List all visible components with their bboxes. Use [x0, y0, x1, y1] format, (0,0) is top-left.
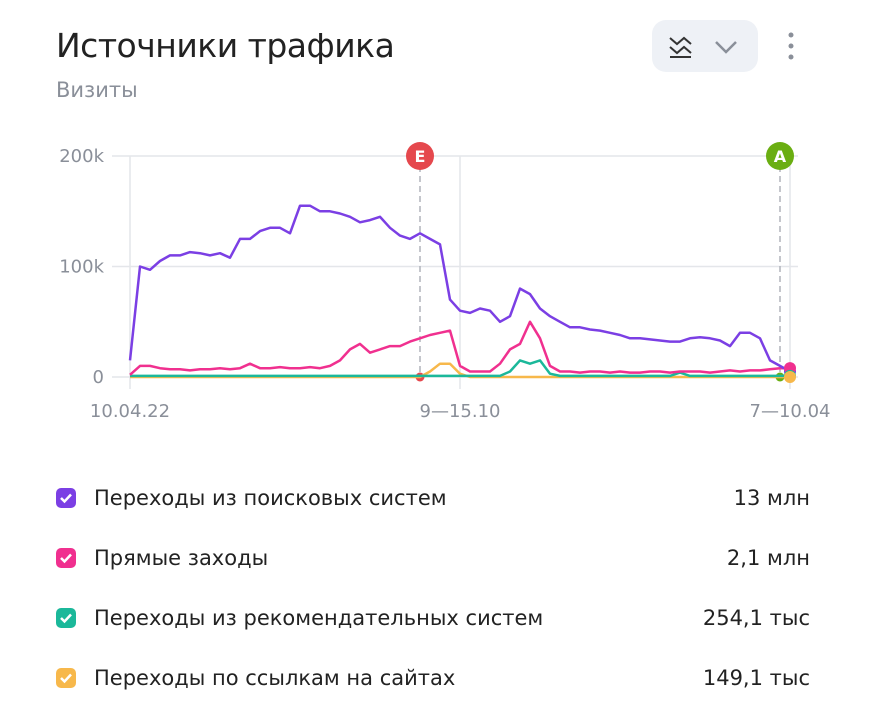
legend-name: Переходы из рекомендательных систем — [94, 606, 544, 630]
series-end-dot — [784, 371, 796, 383]
annotation-label: E — [415, 147, 426, 166]
y-tick-label: 200k — [59, 146, 104, 167]
y-tick-label: 0 — [93, 367, 104, 388]
annotation-marker — [406, 142, 434, 170]
annotation-label: A — [774, 147, 787, 166]
check-icon — [60, 493, 72, 504]
legend-item[interactable]: Прямые заходы 2,1 млн — [56, 528, 810, 588]
legend-item[interactable]: Переходы по ссылкам на сайтах 149,1 тыс — [56, 648, 810, 708]
legend-item[interactable]: Переходы из рекомендательных систем 254,1… — [56, 588, 810, 648]
legend-total: 149,1 тыс — [702, 666, 810, 690]
widget-subtitle: Визиты — [56, 78, 138, 102]
menu-button[interactable] — [786, 32, 796, 62]
x-tick-label: 9—15.10 — [420, 401, 501, 422]
legend-total: 13 млн — [733, 486, 810, 510]
legend-name: Прямые заходы — [94, 546, 269, 570]
legend-total: 2,1 млн — [726, 546, 810, 570]
x-tick-label: 7—10.04 — [750, 401, 831, 422]
button-icons — [669, 36, 737, 58]
y-tick-label: 100k — [59, 257, 104, 278]
chart-type-button[interactable] — [652, 20, 758, 72]
annotation-marker — [766, 142, 794, 170]
legend-checkbox[interactable] — [56, 548, 76, 568]
x-tick-label: 10.04.22 — [90, 401, 170, 422]
legend-checkbox[interactable] — [56, 668, 76, 688]
series-line — [128, 204, 791, 373]
chart: 0 100k 200k 10.04.22 9—15.10 7—10.04 E A — [59, 142, 831, 422]
check-icon — [60, 673, 72, 684]
series-line — [129, 320, 790, 376]
legend-name: Переходы из поисковых систем — [94, 486, 447, 510]
widget-title: Источники трафика — [56, 26, 395, 65]
legend-name: Переходы по ссылкам на сайтах — [94, 666, 456, 690]
legend-checkbox[interactable] — [56, 488, 76, 508]
legend-item[interactable]: Переходы из поисковых систем 13 млн — [56, 468, 810, 528]
check-icon — [60, 553, 72, 564]
legend-checkbox[interactable] — [56, 608, 76, 628]
legend-total: 254,1 тыс — [702, 606, 810, 630]
check-icon — [60, 613, 72, 624]
legend: Переходы из поисковых систем 13 млн Прямые… — [56, 468, 810, 708]
